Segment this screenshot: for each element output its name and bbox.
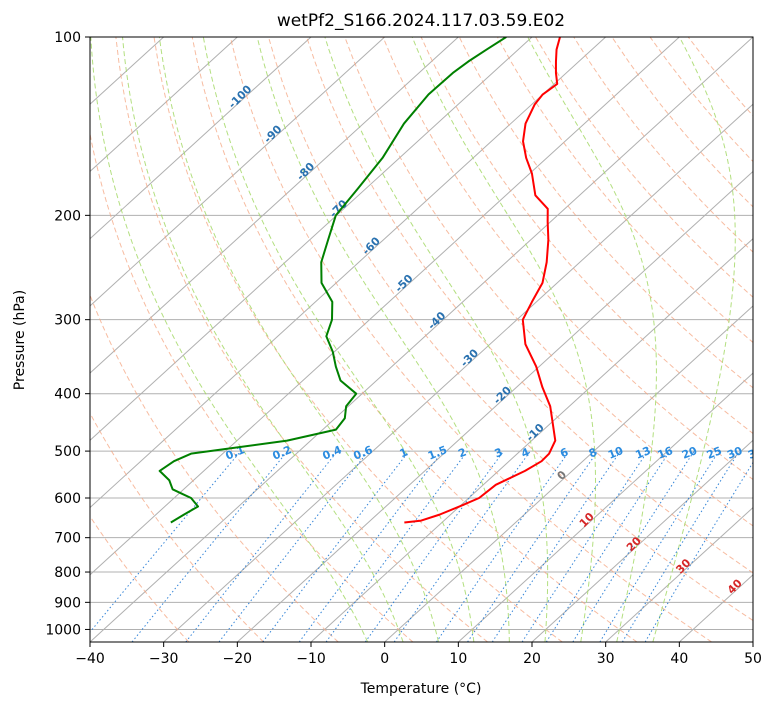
isotherm--70: [90, 37, 533, 442]
plot-frame: [89, 36, 754, 643]
x-tick-label: −10: [296, 651, 326, 667]
isotherm-0: [384, 305, 753, 642]
profile-series: [158, 37, 561, 524]
mixing-ratio-line: [364, 450, 505, 642]
dry-adiabat: [268, 37, 753, 622]
isotherm-grid: [90, 37, 753, 642]
moist-adiabat: [158, 37, 439, 642]
mixing-ratio-label: 16: [656, 444, 675, 462]
x-tick-label: 20: [523, 651, 541, 667]
temperature-line: [404, 37, 561, 524]
mixing-ratio-line: [185, 450, 338, 642]
mixing-ratio-line: [467, 450, 599, 642]
chart-title: wetPf2_S166.2024.117.03.59.E02: [277, 11, 565, 31]
x-tick-label: 30: [597, 651, 615, 667]
moist-adiabat: [202, 37, 475, 642]
dry-adiabat: [90, 131, 414, 642]
y-axis-ticks: 100 200 300 400 500 600 700 800 900 1000: [45, 30, 90, 638]
mixing-ratio-label: 30: [725, 444, 744, 462]
mixing-ratio-line: [131, 450, 288, 642]
dry-adiabat: [229, 37, 712, 642]
x-tick-label: 10: [449, 651, 467, 667]
mixing-ratio-label: 3: [493, 446, 505, 461]
mixing-ratio-label: 25: [705, 444, 724, 462]
mixing-ratio-line: [262, 450, 410, 642]
mixing-ratio-line: [90, 450, 242, 633]
plot-area: -100-90-80-70-60-50-40-30-20-10010203040…: [90, 37, 765, 642]
isotherm--30: [163, 103, 753, 642]
moist-adiabat: [411, 37, 597, 642]
x-tick-label: 0: [380, 651, 389, 667]
y-tick-label: 500: [54, 444, 81, 460]
moist-adiabat: [324, 37, 549, 642]
dry-adiabat: [420, 37, 753, 435]
x-tick-label: 40: [670, 651, 688, 667]
mixing-ratio-line: [545, 450, 671, 642]
x-tick-label: −30: [149, 651, 179, 667]
isotherm-10: [457, 372, 753, 642]
isotherm--100: [90, 37, 312, 240]
isotherm--90: [90, 37, 386, 307]
y-tick-label: 100: [54, 30, 81, 46]
dry-adiabat: [306, 37, 753, 574]
isotherm--80: [90, 37, 459, 374]
y-tick-label: 400: [54, 387, 81, 403]
x-axis-ticks: −40 −30 −20 −10 0 10 20 30 40 50: [75, 642, 762, 667]
dry-adiabat: [497, 37, 753, 344]
mixing-ratio-lines: [90, 450, 753, 642]
y-tick-label: 600: [54, 491, 81, 507]
dry-adiabat: [115, 37, 488, 642]
mixing-ratio-label: 8: [587, 446, 599, 461]
isotherm-30: [605, 506, 753, 642]
mixing-ratio-line: [621, 450, 740, 642]
isotherm--20: [236, 170, 753, 642]
mixing-ratio-line: [393, 450, 531, 642]
mixing-ratio-line: [521, 450, 649, 642]
dry-adiabat: [535, 37, 753, 298]
y-tick-label: 900: [54, 595, 81, 611]
moist-adiabat: [652, 37, 736, 642]
dry-adiabat: [153, 37, 563, 642]
dry-adiabat: [191, 37, 638, 642]
mixing-ratio-line: [572, 450, 695, 642]
y-tick-label: 200: [54, 208, 81, 224]
mixing-ratio-line: [436, 450, 570, 642]
mixing-ratio-line: [298, 450, 444, 642]
isotherm--50: [90, 37, 680, 576]
mixing-ratio-line: [491, 450, 621, 642]
isobar-grid: [90, 37, 753, 630]
isotherm--40: [90, 37, 753, 642]
isotherm--60: [90, 37, 607, 509]
mixing-ratio-label: 2: [456, 445, 468, 460]
x-tick-label: −20: [223, 651, 253, 667]
mixing-ratio-line: [325, 450, 468, 642]
x-tick-label: 50: [744, 651, 762, 667]
isotherm--110: [90, 37, 238, 173]
dry-adiabat: [344, 37, 753, 527]
mixing-ratio-label: 10: [606, 444, 625, 462]
y-tick-label: 300: [54, 313, 81, 329]
y-tick-label: 1000: [45, 622, 81, 638]
mixing-ratio-label: 20: [680, 444, 699, 462]
y-axis-label: Pressure (hPa): [12, 290, 28, 390]
x-axis-label: Temperature (°C): [360, 681, 482, 697]
isotherm-20: [531, 439, 753, 642]
y-tick-label: 800: [54, 565, 81, 581]
dry-adiabat: [90, 412, 264, 642]
moist-adiabat: [122, 37, 404, 642]
y-tick-label: 700: [54, 531, 81, 547]
mixing-ratio-label: 13: [633, 444, 652, 462]
moist-adiabat: [256, 37, 510, 642]
mixing-ratio-label: 36: [746, 444, 765, 462]
mixing-ratio-label: 1: [398, 445, 410, 460]
x-tick-label: −40: [75, 651, 105, 667]
dewpoint-line: [158, 37, 507, 524]
